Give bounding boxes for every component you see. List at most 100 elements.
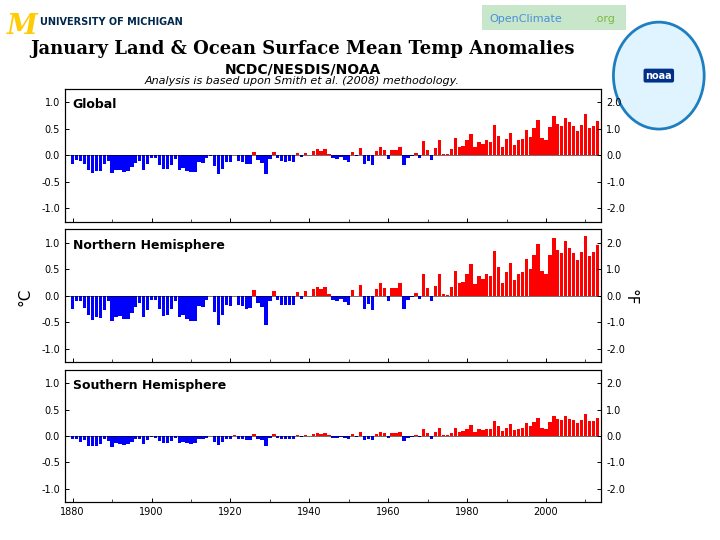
Bar [280,156,284,161]
Text: NCDC/NESDIS/NOAA: NCDC/NESDIS/NOAA [224,62,381,76]
Bar [312,289,315,295]
Bar [390,288,394,295]
Bar [442,154,445,156]
Bar [197,436,201,439]
Bar [462,431,465,436]
Bar [300,295,303,299]
Bar [595,418,599,436]
Bar [418,295,421,299]
Bar [541,428,544,436]
Bar [564,118,567,156]
Bar [331,295,335,300]
Bar [225,436,228,439]
Bar [426,288,429,295]
Bar [245,156,248,164]
Text: Analysis is based upon Smith et al. (2008) methodology.: Analysis is based upon Smith et al. (200… [145,76,460,86]
Bar [497,267,500,295]
Bar [438,428,441,436]
Bar [595,245,599,295]
Bar [438,140,441,156]
Bar [580,125,583,156]
Text: Northern Hemisphere: Northern Hemisphere [73,239,225,252]
Bar [178,436,181,443]
Bar [296,153,300,156]
Bar [379,284,382,295]
Bar [99,295,102,318]
Bar [174,295,177,301]
Bar [217,295,220,325]
Bar [568,123,572,156]
Bar [528,268,532,295]
Text: °F: °F [623,289,637,305]
Bar [366,436,370,438]
Bar [414,435,418,436]
Bar [387,156,390,159]
Bar [556,419,559,436]
Bar [178,156,181,170]
Bar [296,293,300,295]
Bar [517,140,520,156]
Bar [296,435,300,436]
Bar [536,418,540,436]
Bar [181,295,185,315]
Bar [75,295,78,301]
Bar [256,156,260,160]
Bar [193,295,197,321]
Bar [528,137,532,156]
Bar [110,436,114,447]
Bar [489,429,492,436]
Bar [473,284,477,295]
Bar [457,147,461,156]
Bar [118,295,122,316]
Circle shape [613,22,704,129]
Bar [446,435,449,436]
Bar [347,436,351,438]
Bar [264,436,268,446]
Bar [450,433,453,436]
Bar [552,416,556,436]
Bar [107,295,110,301]
Bar [185,156,189,171]
Bar [588,256,591,295]
Bar [229,295,232,306]
Bar [505,428,508,436]
Bar [83,436,86,440]
Bar [576,423,579,436]
Bar [477,141,481,156]
Bar [134,295,138,307]
Bar [138,295,141,303]
Bar [363,436,366,440]
Bar [300,156,303,158]
Bar [146,436,149,440]
Bar [509,133,512,156]
Bar [75,436,78,439]
Bar [312,151,315,156]
Bar [261,156,264,163]
Bar [402,295,405,309]
Bar [138,156,141,160]
Bar [162,156,165,169]
Bar [130,295,133,313]
Bar [269,156,271,159]
Bar [359,433,362,436]
Bar [118,436,122,444]
Bar [521,139,524,156]
Bar [548,422,552,436]
Bar [328,435,330,436]
Bar [454,271,457,295]
Bar [253,152,256,156]
Bar [83,156,86,164]
Bar [292,295,295,305]
Bar [217,436,220,445]
Bar [245,295,248,309]
Bar [541,138,544,156]
Bar [434,433,437,436]
Bar [489,141,492,156]
Text: January Land & Ocean Surface Mean Temp Anomalies: January Land & Ocean Surface Mean Temp A… [30,40,575,58]
Bar [363,295,366,309]
Bar [213,156,216,166]
Bar [552,239,556,295]
Bar [371,295,374,310]
Bar [205,436,209,437]
Bar [201,295,204,307]
